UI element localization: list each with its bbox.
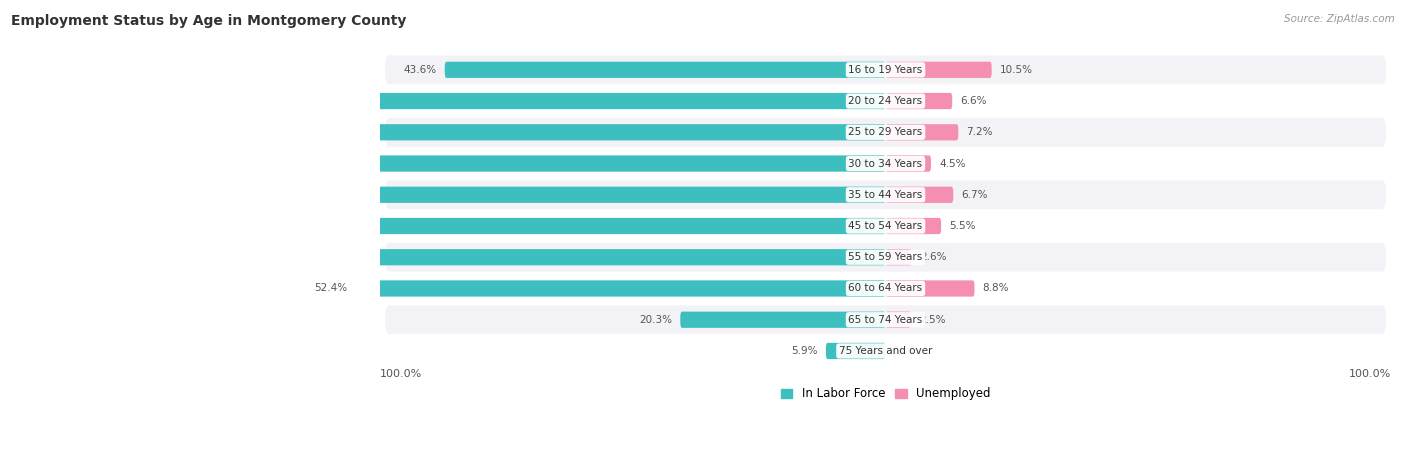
FancyBboxPatch shape xyxy=(886,249,912,265)
Text: 0.0%: 0.0% xyxy=(894,346,920,356)
Text: 2.5%: 2.5% xyxy=(920,315,945,325)
Text: 20.3%: 20.3% xyxy=(640,315,672,325)
FancyBboxPatch shape xyxy=(356,281,886,297)
Text: 35 to 44 Years: 35 to 44 Years xyxy=(848,190,922,200)
Text: 83.6%: 83.6% xyxy=(55,96,91,106)
FancyBboxPatch shape xyxy=(681,312,886,328)
Text: 43.6%: 43.6% xyxy=(404,65,437,75)
Text: 100.0%: 100.0% xyxy=(1348,369,1391,379)
FancyBboxPatch shape xyxy=(886,187,953,203)
Text: 78.9%: 78.9% xyxy=(103,159,139,169)
FancyBboxPatch shape xyxy=(886,93,952,109)
Text: 100.0%: 100.0% xyxy=(380,369,422,379)
Text: 16 to 19 Years: 16 to 19 Years xyxy=(848,65,922,75)
FancyBboxPatch shape xyxy=(87,187,886,203)
FancyBboxPatch shape xyxy=(385,212,1386,240)
FancyBboxPatch shape xyxy=(886,124,959,140)
FancyBboxPatch shape xyxy=(825,343,886,359)
FancyBboxPatch shape xyxy=(385,149,1386,178)
Text: 75.3%: 75.3% xyxy=(139,252,176,262)
Legend: In Labor Force, Unemployed: In Labor Force, Unemployed xyxy=(776,383,995,405)
Text: Employment Status by Age in Montgomery County: Employment Status by Age in Montgomery C… xyxy=(11,14,406,28)
Text: 2.6%: 2.6% xyxy=(920,252,946,262)
FancyBboxPatch shape xyxy=(385,336,1386,365)
FancyBboxPatch shape xyxy=(41,93,886,109)
Text: 60 to 64 Years: 60 to 64 Years xyxy=(848,284,922,294)
FancyBboxPatch shape xyxy=(385,55,1386,84)
Text: 6.7%: 6.7% xyxy=(962,190,988,200)
FancyBboxPatch shape xyxy=(444,62,886,78)
Text: 5.9%: 5.9% xyxy=(792,346,818,356)
FancyBboxPatch shape xyxy=(385,305,1386,334)
FancyBboxPatch shape xyxy=(886,281,974,297)
Text: 65 to 74 Years: 65 to 74 Years xyxy=(848,315,922,325)
Text: 81.0%: 81.0% xyxy=(82,221,118,231)
Text: 7.2%: 7.2% xyxy=(966,127,993,137)
Text: 45 to 54 Years: 45 to 54 Years xyxy=(848,221,922,231)
Text: 55 to 59 Years: 55 to 59 Years xyxy=(848,252,922,262)
Text: 30 to 34 Years: 30 to 34 Years xyxy=(848,159,922,169)
FancyBboxPatch shape xyxy=(124,249,886,265)
FancyBboxPatch shape xyxy=(66,218,886,234)
Text: 85.0%: 85.0% xyxy=(41,127,77,137)
Text: 20 to 24 Years: 20 to 24 Years xyxy=(848,96,922,106)
FancyBboxPatch shape xyxy=(886,312,911,328)
Text: 75 Years and over: 75 Years and over xyxy=(839,346,932,356)
FancyBboxPatch shape xyxy=(886,62,991,78)
FancyBboxPatch shape xyxy=(886,156,931,172)
Text: Source: ZipAtlas.com: Source: ZipAtlas.com xyxy=(1284,14,1395,23)
FancyBboxPatch shape xyxy=(385,274,1386,303)
Text: 52.4%: 52.4% xyxy=(315,284,347,294)
FancyBboxPatch shape xyxy=(385,87,1386,115)
Text: 6.6%: 6.6% xyxy=(960,96,987,106)
Text: 78.9%: 78.9% xyxy=(103,190,139,200)
Text: 25 to 29 Years: 25 to 29 Years xyxy=(848,127,922,137)
Text: 8.8%: 8.8% xyxy=(983,284,1010,294)
Text: 5.5%: 5.5% xyxy=(949,221,976,231)
FancyBboxPatch shape xyxy=(886,218,941,234)
FancyBboxPatch shape xyxy=(385,180,1386,209)
Text: 10.5%: 10.5% xyxy=(1000,65,1033,75)
FancyBboxPatch shape xyxy=(87,156,886,172)
FancyBboxPatch shape xyxy=(385,243,1386,272)
FancyBboxPatch shape xyxy=(27,124,886,140)
FancyBboxPatch shape xyxy=(385,118,1386,147)
Text: 4.5%: 4.5% xyxy=(939,159,966,169)
